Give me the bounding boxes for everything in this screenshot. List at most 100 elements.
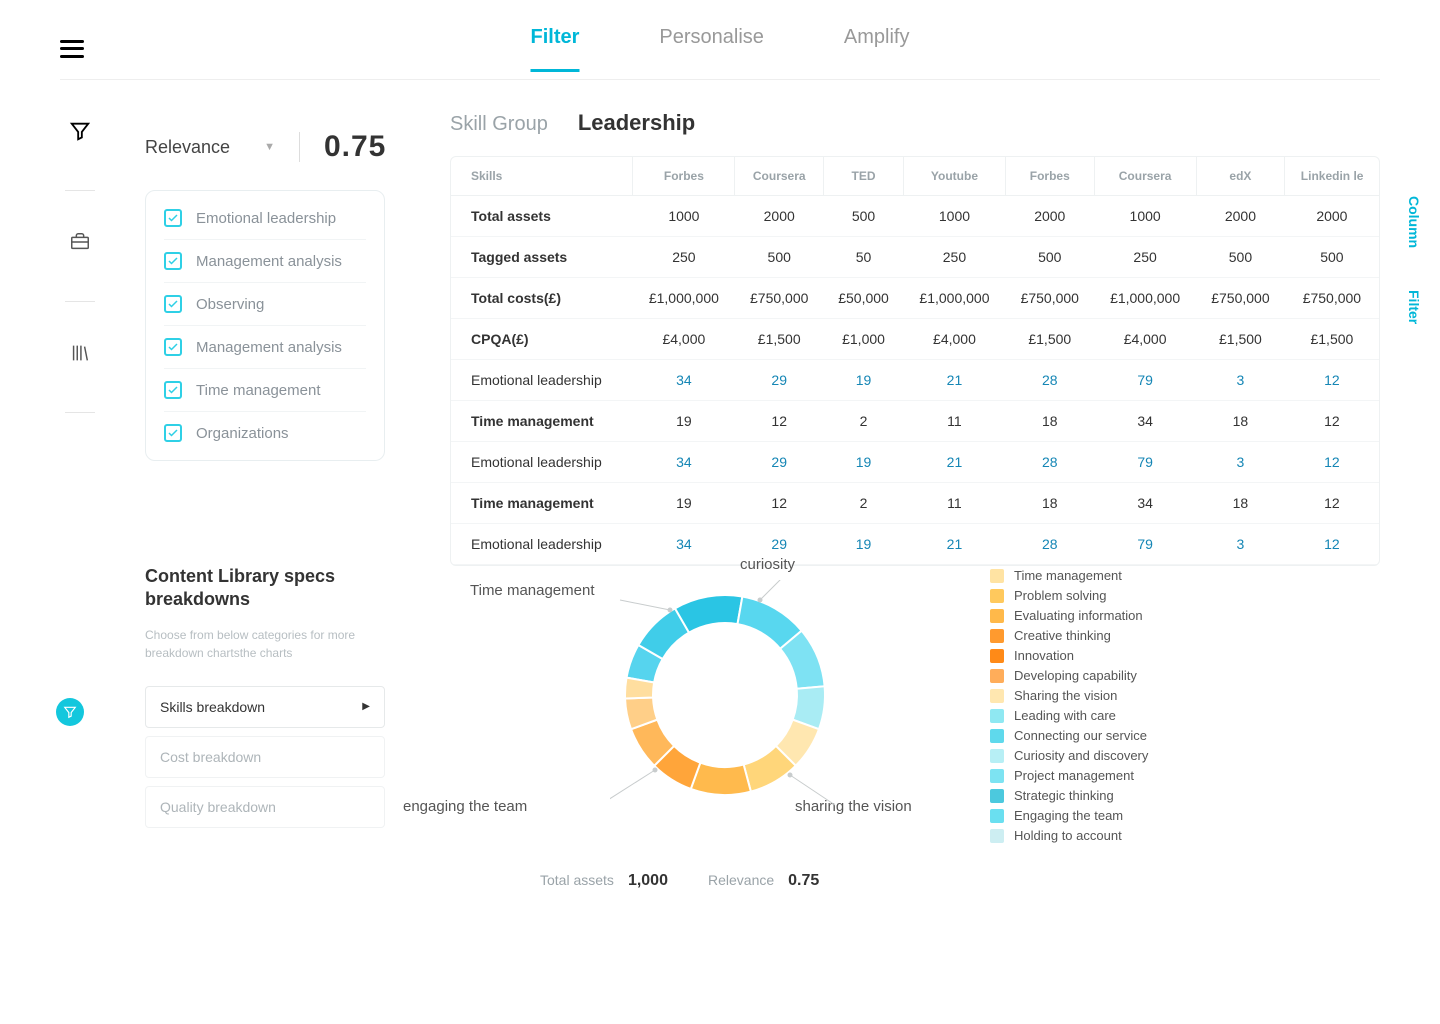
tab-personalise[interactable]: Personalise [659, 26, 764, 72]
table-row: Total costs(£)£1,000,000£750,000£50,000£… [451, 278, 1379, 319]
breakdown-item[interactable]: Quality breakdown [145, 786, 385, 828]
legend-item: Holding to account [990, 828, 1148, 843]
legend-swatch [990, 589, 1004, 603]
skills-panel: Emotional leadership Management analysis O… [145, 190, 385, 461]
table-row: Tagged assets25050050250500250500500 [451, 237, 1379, 278]
legend-swatch [990, 569, 1004, 583]
legend-label: Strategic thinking [1014, 788, 1114, 803]
table-row: Total assets1000200050010002000100020002… [451, 196, 1379, 237]
legend-item: Time management [990, 568, 1148, 583]
legend-swatch [990, 789, 1004, 803]
filter-toggle[interactable]: Filter [1406, 290, 1422, 324]
legend-item: Project management [990, 768, 1148, 783]
table-row: Time management191221118341812 [451, 401, 1379, 442]
checkbox-icon [164, 381, 182, 399]
chevron-down-icon[interactable]: ▼ [264, 141, 275, 153]
filter-icon[interactable] [69, 120, 91, 142]
breakdown-item-label: Skills breakdown [160, 699, 265, 715]
legend-label: Developing capability [1014, 668, 1137, 683]
legend-swatch [990, 809, 1004, 823]
column-toggle[interactable]: Column [1406, 196, 1422, 248]
tab-filter[interactable]: Filter [531, 26, 580, 72]
legend-label: Engaging the team [1014, 808, 1123, 823]
legend-swatch [990, 709, 1004, 723]
skill-checkbox-item[interactable]: Emotional leadership [146, 197, 384, 239]
legend-swatch [990, 669, 1004, 683]
tab-amplify[interactable]: Amplify [844, 26, 910, 72]
stat-label: Relevance [708, 872, 774, 888]
table-row: Time management191221118341812 [451, 483, 1379, 524]
breakdown-subtitle: Choose from below categories for more br… [145, 626, 385, 662]
chart-callout: curiosity [740, 556, 795, 573]
checkbox-icon [164, 252, 182, 270]
skill-checkbox-item[interactable]: Management analysis [164, 325, 366, 368]
legend-item: Engaging the team [990, 808, 1148, 823]
breakdown-item[interactable]: Cost breakdown [145, 736, 385, 778]
breakdown-item[interactable]: Skills breakdown ▶ [145, 686, 385, 728]
legend-label: Innovation [1014, 648, 1074, 663]
table-row: CPQA(£)£4,000£1,500£1,000£4,000£1,500£4,… [451, 319, 1379, 360]
checkbox-icon [164, 338, 182, 356]
legend-item: Curiosity and discovery [990, 748, 1148, 763]
table-row[interactable]: Emotional leadership342919212879312 [451, 442, 1379, 483]
legend-label: Problem solving [1014, 588, 1107, 603]
briefcase-icon[interactable] [69, 231, 91, 253]
skill-label: Management analysis [196, 339, 342, 356]
checkbox-icon [164, 295, 182, 313]
legend-label: Connecting our service [1014, 728, 1147, 743]
legend-label: Curiosity and discovery [1014, 748, 1148, 763]
caret-right-icon: ▶ [362, 701, 370, 712]
legend-item: Leading with care [990, 708, 1148, 723]
legend-label: Leading with care [1014, 708, 1116, 723]
legend-swatch [990, 769, 1004, 783]
table-row[interactable]: Emotional leadership342919212879312 [451, 360, 1379, 401]
skill-checkbox-item[interactable]: Observing [164, 282, 366, 325]
legend-swatch [990, 689, 1004, 703]
library-icon[interactable] [69, 342, 91, 364]
skill-checkbox-item[interactable]: Management analysis [164, 239, 366, 282]
chart-callout: Time management [470, 582, 595, 599]
legend-swatch [990, 829, 1004, 843]
skill-label: Organizations [196, 425, 289, 442]
checkbox-icon [164, 209, 182, 227]
legend-label: Project management [1014, 768, 1134, 783]
breakdown-panel: Content Library specs breakdowns Choose … [145, 565, 385, 836]
legend-swatch [990, 649, 1004, 663]
relevance-label: Relevance [145, 137, 230, 158]
legend-label: Creative thinking [1014, 628, 1111, 643]
donut-chart: curiosity Time management engaging the t… [420, 560, 980, 880]
skill-label: Emotional leadership [196, 210, 336, 227]
legend-item: Developing capability [990, 668, 1148, 683]
legend-label: Evaluating information [1014, 608, 1143, 623]
data-table: SkillsForbesCourseraTEDYoutubeForbesCour… [450, 156, 1380, 566]
legend-label: Sharing the vision [1014, 688, 1117, 703]
skill-group-label: Skill Group [450, 113, 548, 136]
breakdown-item-label: Quality breakdown [160, 799, 276, 815]
skill-checkbox-item[interactable]: Organizations [164, 411, 366, 454]
legend-item: Creative thinking [990, 628, 1148, 643]
skill-label: Time management [196, 382, 321, 399]
stat-label: Total assets [540, 872, 614, 888]
filter-fab-button[interactable] [56, 698, 84, 726]
legend-item: Sharing the vision [990, 688, 1148, 703]
relevance-value: 0.75 [324, 130, 386, 164]
skill-label: Observing [196, 296, 264, 313]
legend-item: Innovation [990, 648, 1148, 663]
chart-callout: engaging the team [403, 798, 527, 815]
skill-label: Management analysis [196, 253, 342, 270]
skill-checkbox-item[interactable]: Time management [164, 368, 366, 411]
legend-item: Connecting our service [990, 728, 1148, 743]
hamburger-menu-icon[interactable] [60, 40, 84, 58]
legend-item: Evaluating information [990, 608, 1148, 623]
legend-swatch [990, 629, 1004, 643]
legend-swatch [990, 609, 1004, 623]
legend-item: Strategic thinking [990, 788, 1148, 803]
legend-swatch [990, 729, 1004, 743]
divider [65, 301, 95, 302]
divider [65, 190, 95, 191]
table-row[interactable]: Emotional leadership342919212879312 [451, 524, 1379, 565]
skill-group-value: Leadership [578, 110, 695, 136]
legend-item: Problem solving [990, 588, 1148, 603]
checkbox-icon [164, 424, 182, 442]
legend-swatch [990, 749, 1004, 763]
